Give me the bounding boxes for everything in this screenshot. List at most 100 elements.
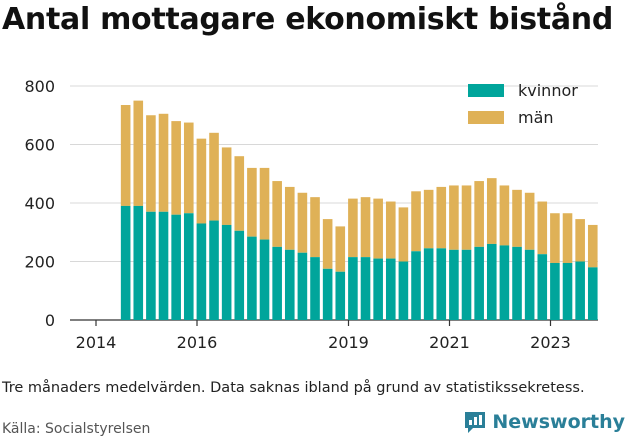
- chart-title: Antal mottagare ekonomiskt bistånd: [2, 2, 614, 37]
- source-text: Källa: Socialstyrelsen: [2, 421, 151, 437]
- x-tick-label: 2014: [76, 333, 117, 352]
- legend-label: kvinnor: [518, 81, 578, 100]
- bar-man: [284, 186, 295, 250]
- bar-man: [272, 181, 282, 247]
- axes: 0 200 400 600 800 2014 2016 2019 2021 2023: [24, 77, 570, 352]
- bar-kvinnor: [587, 267, 598, 320]
- bar-man: [158, 113, 169, 212]
- bar-kvinnor: [335, 271, 346, 320]
- bar-kvinnor: [550, 262, 560, 320]
- bar-man: [183, 122, 194, 214]
- bar-kvinnor: [360, 257, 371, 320]
- gridlines: [70, 85, 598, 321]
- y-tick-label: 800: [24, 77, 55, 96]
- bar-man: [348, 198, 358, 258]
- bar-man: [486, 178, 497, 244]
- bar-man: [171, 121, 181, 215]
- bar-man: [385, 201, 396, 259]
- bar-man: [310, 197, 320, 258]
- x-tick-label: 2023: [530, 333, 571, 352]
- chart-note: Tre månaders medelvärden. Data saknas ib…: [2, 380, 585, 396]
- bar-man: [436, 186, 447, 249]
- bar-man: [133, 100, 144, 206]
- bar-kvinnor: [524, 249, 535, 320]
- bar-man: [449, 185, 459, 250]
- bar-man: [297, 192, 308, 253]
- bar-man: [587, 224, 598, 268]
- bar-kvinnor: [259, 239, 270, 320]
- bar-kvinnor: [133, 205, 144, 320]
- bar-kvinnor: [537, 254, 548, 320]
- legend-swatch: [468, 84, 504, 97]
- bar-man: [335, 226, 346, 272]
- x-tick-label: 2021: [429, 333, 470, 352]
- bar-man: [512, 189, 522, 247]
- bar-kvinnor: [348, 257, 358, 320]
- bar-man: [575, 219, 585, 262]
- bar-kvinnor: [146, 211, 156, 320]
- bar-kvinnor: [385, 258, 396, 320]
- bar-man: [411, 191, 421, 252]
- bar-kvinnor: [310, 257, 320, 320]
- bar-kvinnor: [499, 245, 510, 320]
- bar-kvinnor: [449, 249, 459, 320]
- bar-kvinnor: [196, 223, 207, 320]
- bar-man: [221, 147, 232, 225]
- x-tick-label: 2016: [177, 333, 218, 352]
- legend: kvinnor män: [468, 81, 578, 127]
- bar-man: [499, 185, 510, 246]
- bar-kvinnor: [474, 246, 484, 320]
- bar-man: [474, 181, 484, 247]
- bar-man: [196, 138, 207, 224]
- bar-kvinnor: [272, 246, 282, 320]
- bar-series: [120, 100, 598, 320]
- y-tick-label: 600: [24, 136, 55, 155]
- bar-kvinnor: [209, 220, 219, 320]
- bar-kvinnor: [158, 211, 169, 320]
- bar-kvinnor: [512, 246, 522, 320]
- legend-label: män: [518, 108, 554, 127]
- bar-kvinnor: [171, 214, 181, 320]
- bar-kvinnor: [461, 249, 472, 320]
- bar-man: [120, 105, 131, 206]
- bar-kvinnor: [284, 249, 295, 320]
- brand-logo[interactable]: Newsworthy: [462, 409, 625, 435]
- brand-name: Newsworthy: [492, 411, 625, 433]
- bar-man: [524, 192, 535, 250]
- y-tick-label: 0: [45, 311, 55, 330]
- y-tick-label: 400: [24, 194, 55, 213]
- y-tick-label: 200: [24, 253, 55, 272]
- bar-kvinnor: [486, 243, 497, 320]
- bar-kvinnor: [562, 262, 573, 320]
- bar-kvinnor: [423, 248, 434, 320]
- bar-kvinnor: [221, 224, 232, 320]
- bar-kvinnor: [398, 261, 409, 320]
- bar-kvinnor: [183, 213, 194, 320]
- legend-swatch: [468, 111, 504, 124]
- bar-kvinnor: [322, 268, 333, 320]
- x-tick-label: 2019: [328, 333, 369, 352]
- newsworthy-chart-icon: [465, 412, 486, 433]
- bar-kvinnor: [575, 261, 585, 320]
- bar-man: [247, 167, 257, 237]
- bar-man: [146, 115, 156, 212]
- bar-man: [360, 197, 371, 258]
- bar-kvinnor: [436, 248, 447, 320]
- bar-kvinnor: [411, 251, 421, 320]
- bar-man: [373, 198, 383, 259]
- bar-kvinnor: [297, 252, 308, 320]
- chart-area: 0 200 400 600 800 2014 2016 2019 2021 2023 kvinno…: [24, 77, 598, 352]
- bar-man: [322, 219, 333, 269]
- bar-kvinnor: [120, 205, 131, 320]
- bar-kvinnor: [234, 230, 245, 320]
- bar-man: [209, 132, 219, 221]
- bar-kvinnor: [247, 236, 257, 320]
- bar-man: [562, 213, 573, 263]
- bar-man: [537, 201, 548, 255]
- bar-man: [234, 156, 245, 231]
- bar-man: [259, 167, 270, 240]
- bar-man: [461, 185, 472, 250]
- bar-man: [398, 207, 409, 262]
- bar-man: [550, 213, 560, 263]
- bar-man: [423, 189, 434, 249]
